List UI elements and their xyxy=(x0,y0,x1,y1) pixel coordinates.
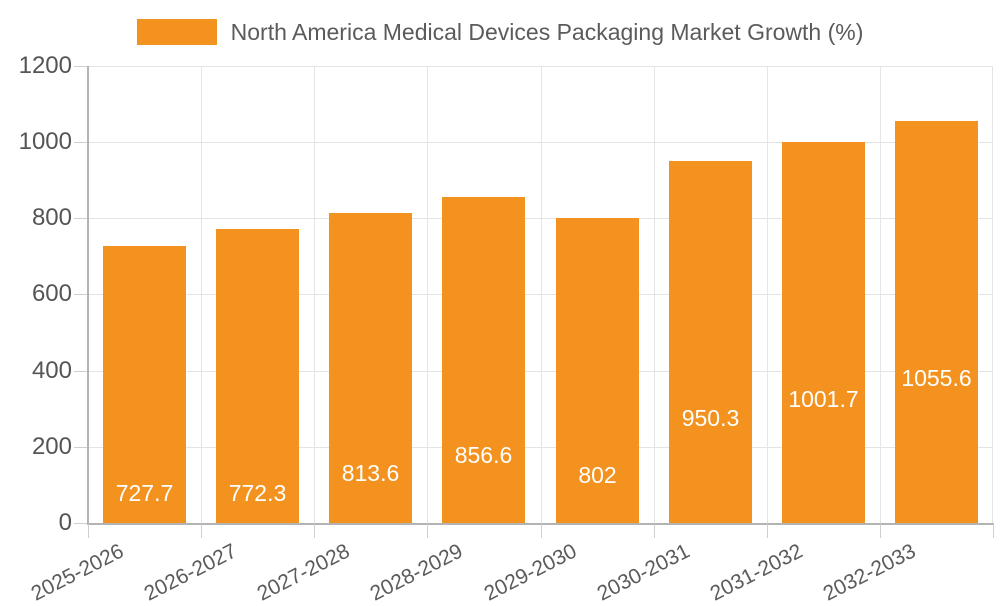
gridline-v-7 xyxy=(880,66,881,523)
gridline-h-400 xyxy=(88,371,993,372)
x-tick-mark-3 xyxy=(427,524,428,538)
bar-value-label: 1001.7 xyxy=(788,386,859,412)
gridline-h-600 xyxy=(88,294,993,295)
gridline-v-3 xyxy=(427,66,428,523)
x-tick-mark-4 xyxy=(541,524,542,538)
y-tick-label-1000: 1000 xyxy=(18,128,72,155)
bar-value-label: 856.6 xyxy=(454,442,513,468)
bar-value-label: 727.7 xyxy=(115,480,174,506)
y-tick-label-800: 800 xyxy=(31,204,72,231)
gridline-h-1200 xyxy=(88,66,993,67)
bar-value-label: 813.6 xyxy=(341,460,400,486)
x-tick-label-2029-2030: 2029-2030 xyxy=(480,539,581,606)
x-tick-label-2031-2032: 2031-2032 xyxy=(706,539,807,606)
gridline-v-1 xyxy=(201,66,202,523)
x-axis-line xyxy=(87,523,994,525)
gridline-v-8 xyxy=(992,66,993,523)
legend-item-series[interactable]: North America Medical Devices Packaging … xyxy=(136,18,864,45)
gridline-v-4 xyxy=(541,66,542,523)
x-tick-mark-5 xyxy=(654,524,655,538)
bar-value-label: 802 xyxy=(578,462,617,488)
bar-2025-2026[interactable]: 727.7 xyxy=(103,246,186,523)
y-tick-label-0: 0 xyxy=(58,509,72,536)
bar-value-label: 1055.6 xyxy=(901,365,972,391)
bar-2030-2031[interactable]: 950.3 xyxy=(669,161,752,523)
bar-value-label: 772.3 xyxy=(228,480,287,506)
x-tick-label-2025-2026: 2025-2026 xyxy=(27,539,128,606)
y-tick-label-1200: 1200 xyxy=(18,52,72,79)
bar-2027-2028[interactable]: 813.6 xyxy=(329,213,412,523)
bar-2029-2030[interactable]: 802 xyxy=(556,218,639,523)
y-tick-label-200: 200 xyxy=(31,433,72,460)
x-tick-mark-6 xyxy=(767,524,768,538)
x-tick-mark-1 xyxy=(201,524,202,538)
legend-series-label: North America Medical Devices Packaging … xyxy=(230,18,864,45)
y-tick-mark-800 xyxy=(74,218,88,219)
x-tick-mark-7 xyxy=(880,524,881,538)
y-axis-line xyxy=(87,66,89,524)
x-tick-mark-8 xyxy=(993,524,994,538)
plot-area: 727.7 772.3 813.6 856.6 802 950.3 1001.7… xyxy=(87,66,994,525)
chart-legend: North America Medical Devices Packaging … xyxy=(0,12,1000,52)
y-tick-mark-0 xyxy=(74,523,88,524)
x-tick-label-2028-2029: 2028-2029 xyxy=(366,539,467,606)
x-tick-mark-0 xyxy=(88,524,89,538)
gridline-v-6 xyxy=(767,66,768,523)
gridline-v-5 xyxy=(654,66,655,523)
y-tick-label-600: 600 xyxy=(31,280,72,307)
gridline-h-1000 xyxy=(88,142,993,143)
y-tick-mark-200 xyxy=(74,447,88,448)
y-tick-mark-1200 xyxy=(74,66,88,67)
bar-2026-2027[interactable]: 772.3 xyxy=(216,229,299,523)
x-tick-label-2032-2033: 2032-2033 xyxy=(819,539,920,606)
legend-color-swatch-icon xyxy=(136,19,217,45)
x-tick-label-2027-2028: 2027-2028 xyxy=(253,539,354,606)
x-tick-label-2030-2031: 2030-2031 xyxy=(593,539,694,606)
y-tick-mark-400 xyxy=(74,371,88,372)
y-tick-mark-600 xyxy=(74,294,88,295)
bar-value-label: 950.3 xyxy=(681,405,740,431)
x-tick-mark-2 xyxy=(314,524,315,538)
y-tick-mark-1000 xyxy=(74,142,88,143)
x-tick-label-2026-2027: 2026-2027 xyxy=(140,539,241,606)
gridline-h-800 xyxy=(88,218,993,219)
bar-2028-2029[interactable]: 856.6 xyxy=(442,197,525,523)
bar-2032-2033[interactable]: 1055.6 xyxy=(895,121,978,523)
gridline-h-200 xyxy=(88,447,993,448)
bar-2031-2032[interactable]: 1001.7 xyxy=(782,142,865,523)
gridline-v-2 xyxy=(314,66,315,523)
y-tick-label-400: 400 xyxy=(31,357,72,384)
